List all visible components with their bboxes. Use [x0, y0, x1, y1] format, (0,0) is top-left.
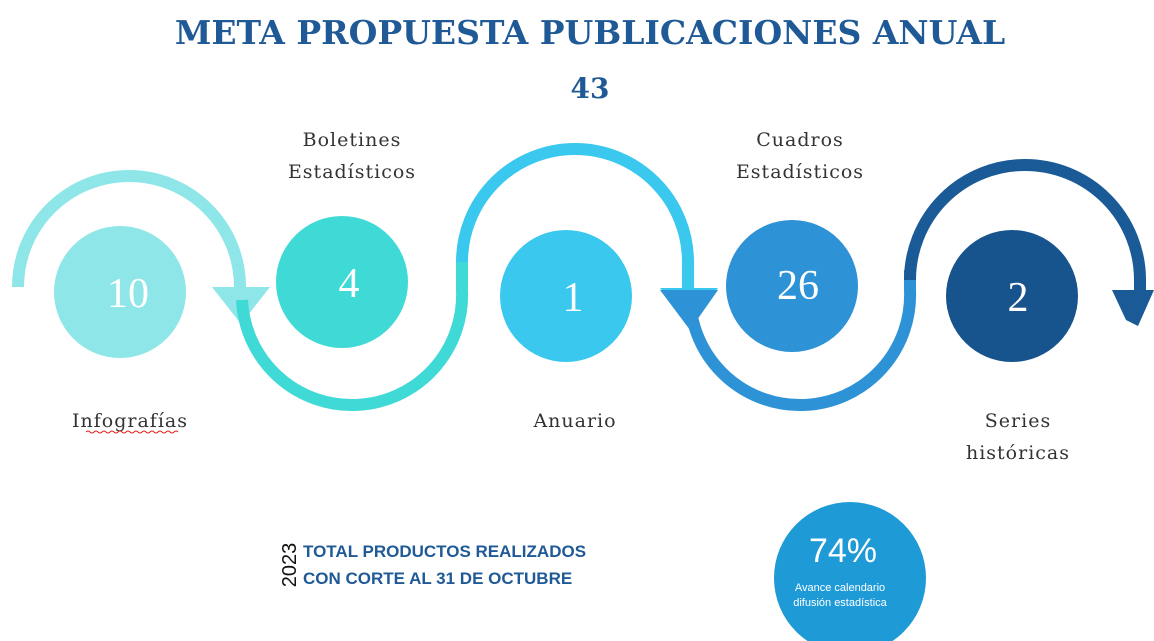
arc [684, 270, 917, 412]
footer-line: TOTAL PRODUCTOS REALIZADOS [303, 542, 586, 561]
circle [54, 226, 186, 358]
caption: Avance calendario [795, 582, 885, 594]
value: 2 [1008, 275, 1029, 321]
percent: 74% [809, 532, 877, 570]
circle [500, 230, 632, 362]
arc [456, 143, 694, 290]
spell-underline [85, 430, 179, 434]
value: 1 [563, 275, 584, 321]
value: 10 [107, 271, 149, 317]
caption: difusión estadística [793, 597, 887, 609]
year: 2023 [279, 543, 301, 588]
arrowhead [660, 290, 718, 330]
circle [726, 220, 858, 352]
arc [904, 159, 1146, 295]
label: Cuadros [756, 129, 844, 151]
arc [236, 262, 469, 412]
total: 43 [571, 72, 610, 105]
value: 26 [777, 263, 819, 309]
label: Boletines [303, 129, 402, 151]
arc [12, 170, 246, 288]
percent-circle [774, 502, 926, 641]
circle [276, 216, 408, 348]
footer-line: CON CORTE AL 31 DE OCTUBRE [303, 569, 572, 588]
value: 4 [339, 261, 360, 307]
label: Estadísticos [288, 161, 416, 183]
title: META PROPUESTA PUBLICACIONES ANUAL [175, 13, 1005, 52]
circle [946, 230, 1078, 362]
label: Series [985, 410, 1051, 432]
label: Anuario [532, 410, 616, 432]
label: Infografías [72, 410, 188, 432]
arrowhead [1112, 290, 1154, 326]
label: Estadísticos [736, 161, 864, 183]
label: históricas [966, 442, 1070, 464]
